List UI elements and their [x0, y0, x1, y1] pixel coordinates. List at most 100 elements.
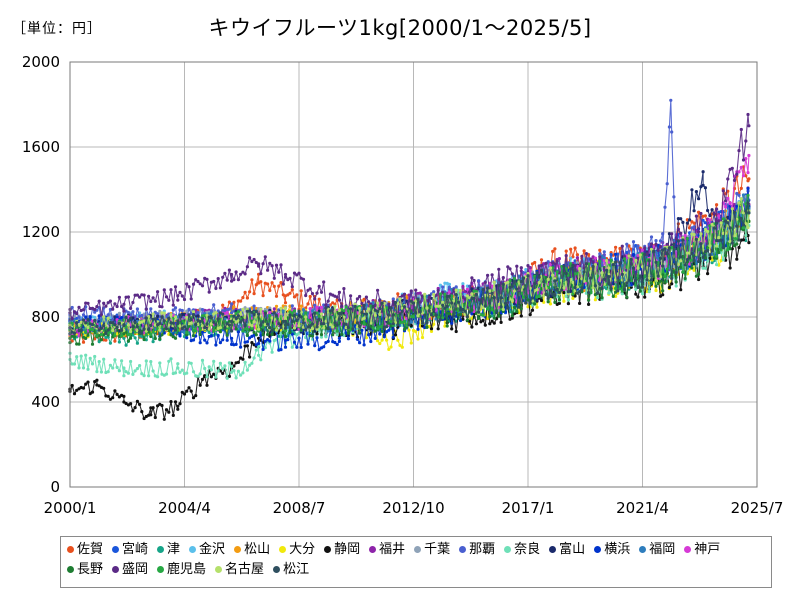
data-point — [551, 249, 555, 253]
data-point — [728, 266, 732, 270]
data-point — [387, 328, 391, 332]
chart-title: キウイフルーツ1kg[2000/1～2025/5] — [208, 16, 592, 40]
data-point — [129, 336, 133, 340]
data-point — [535, 305, 539, 309]
data-point — [176, 404, 180, 408]
data-point — [277, 284, 281, 288]
data-point — [724, 205, 728, 209]
data-point — [75, 388, 79, 392]
data-point — [230, 336, 234, 340]
data-point — [416, 337, 420, 341]
data-point — [299, 328, 303, 332]
data-point — [492, 321, 496, 325]
data-point — [200, 330, 205, 334]
data-point — [697, 277, 701, 282]
data-point — [207, 330, 211, 334]
data-point — [631, 240, 636, 244]
data-point — [486, 316, 490, 321]
data-point — [292, 295, 297, 299]
data-point — [203, 366, 207, 371]
data-point — [299, 345, 303, 349]
data-point — [717, 214, 721, 218]
data-point — [124, 309, 128, 313]
data-point — [245, 340, 249, 344]
data-point — [223, 364, 227, 368]
data-point — [708, 256, 712, 260]
data-point — [490, 319, 494, 323]
data-point — [81, 366, 86, 370]
data-point — [230, 370, 234, 374]
data-point — [346, 337, 350, 341]
data-point — [149, 360, 153, 364]
data-point — [634, 292, 638, 296]
data-point — [317, 297, 321, 301]
data-point — [245, 344, 249, 348]
data-point — [70, 362, 74, 366]
data-point — [715, 263, 719, 267]
x-axis-ticks: 2000/1 2004/4 2008/7 2012/10 2017/1 2021/4 202… — [44, 499, 784, 517]
data-point — [333, 340, 337, 345]
data-point — [676, 217, 681, 221]
data-point — [138, 364, 142, 368]
data-point — [701, 266, 705, 270]
data-point — [225, 333, 229, 337]
data-point — [108, 363, 112, 367]
data-point — [93, 354, 97, 359]
data-point — [234, 327, 238, 331]
data-point — [382, 335, 386, 339]
data-point — [167, 359, 171, 363]
data-point — [313, 303, 317, 307]
data-point — [391, 297, 395, 301]
data-point — [690, 188, 694, 192]
data-point — [153, 415, 157, 420]
data-point — [191, 370, 196, 374]
data-point — [461, 284, 465, 289]
data-point — [393, 333, 398, 337]
data-point — [739, 165, 743, 169]
data-point — [182, 392, 187, 396]
data-point — [528, 266, 532, 270]
data-point — [450, 327, 454, 331]
data-point — [667, 285, 672, 290]
data-point — [248, 336, 252, 340]
data-point — [481, 318, 485, 322]
data-point — [241, 371, 245, 375]
data-point — [279, 281, 283, 285]
data-point — [189, 361, 193, 365]
data-point — [236, 330, 240, 334]
data-point — [295, 345, 299, 349]
data-point — [477, 279, 481, 283]
data-point — [454, 329, 458, 334]
data-point — [402, 327, 407, 331]
data-point — [214, 343, 218, 347]
data-point — [557, 301, 562, 305]
data-point — [380, 329, 384, 333]
x-tick-label: 2000/1 — [44, 499, 97, 517]
data-point — [614, 245, 618, 249]
data-point — [169, 357, 173, 361]
data-point — [683, 233, 687, 238]
data-point — [124, 370, 128, 374]
data-point — [173, 336, 178, 340]
y-tick-label: 400 — [31, 393, 60, 411]
data-point — [672, 265, 676, 269]
data-point — [77, 342, 81, 346]
data-point — [387, 347, 391, 351]
data-point — [535, 298, 539, 302]
data-point — [400, 298, 404, 302]
data-point — [122, 394, 126, 398]
data-point — [248, 290, 252, 294]
data-point — [596, 296, 600, 300]
data-point — [429, 329, 434, 333]
data-point — [180, 308, 184, 313]
data-point — [710, 208, 714, 212]
data-point — [474, 322, 478, 326]
data-point — [124, 343, 128, 347]
data-point — [214, 375, 218, 379]
data-point — [315, 332, 319, 336]
data-point — [598, 252, 602, 256]
data-point — [140, 372, 144, 376]
data-point — [236, 360, 240, 364]
data-point — [97, 384, 101, 388]
data-point — [306, 302, 310, 306]
